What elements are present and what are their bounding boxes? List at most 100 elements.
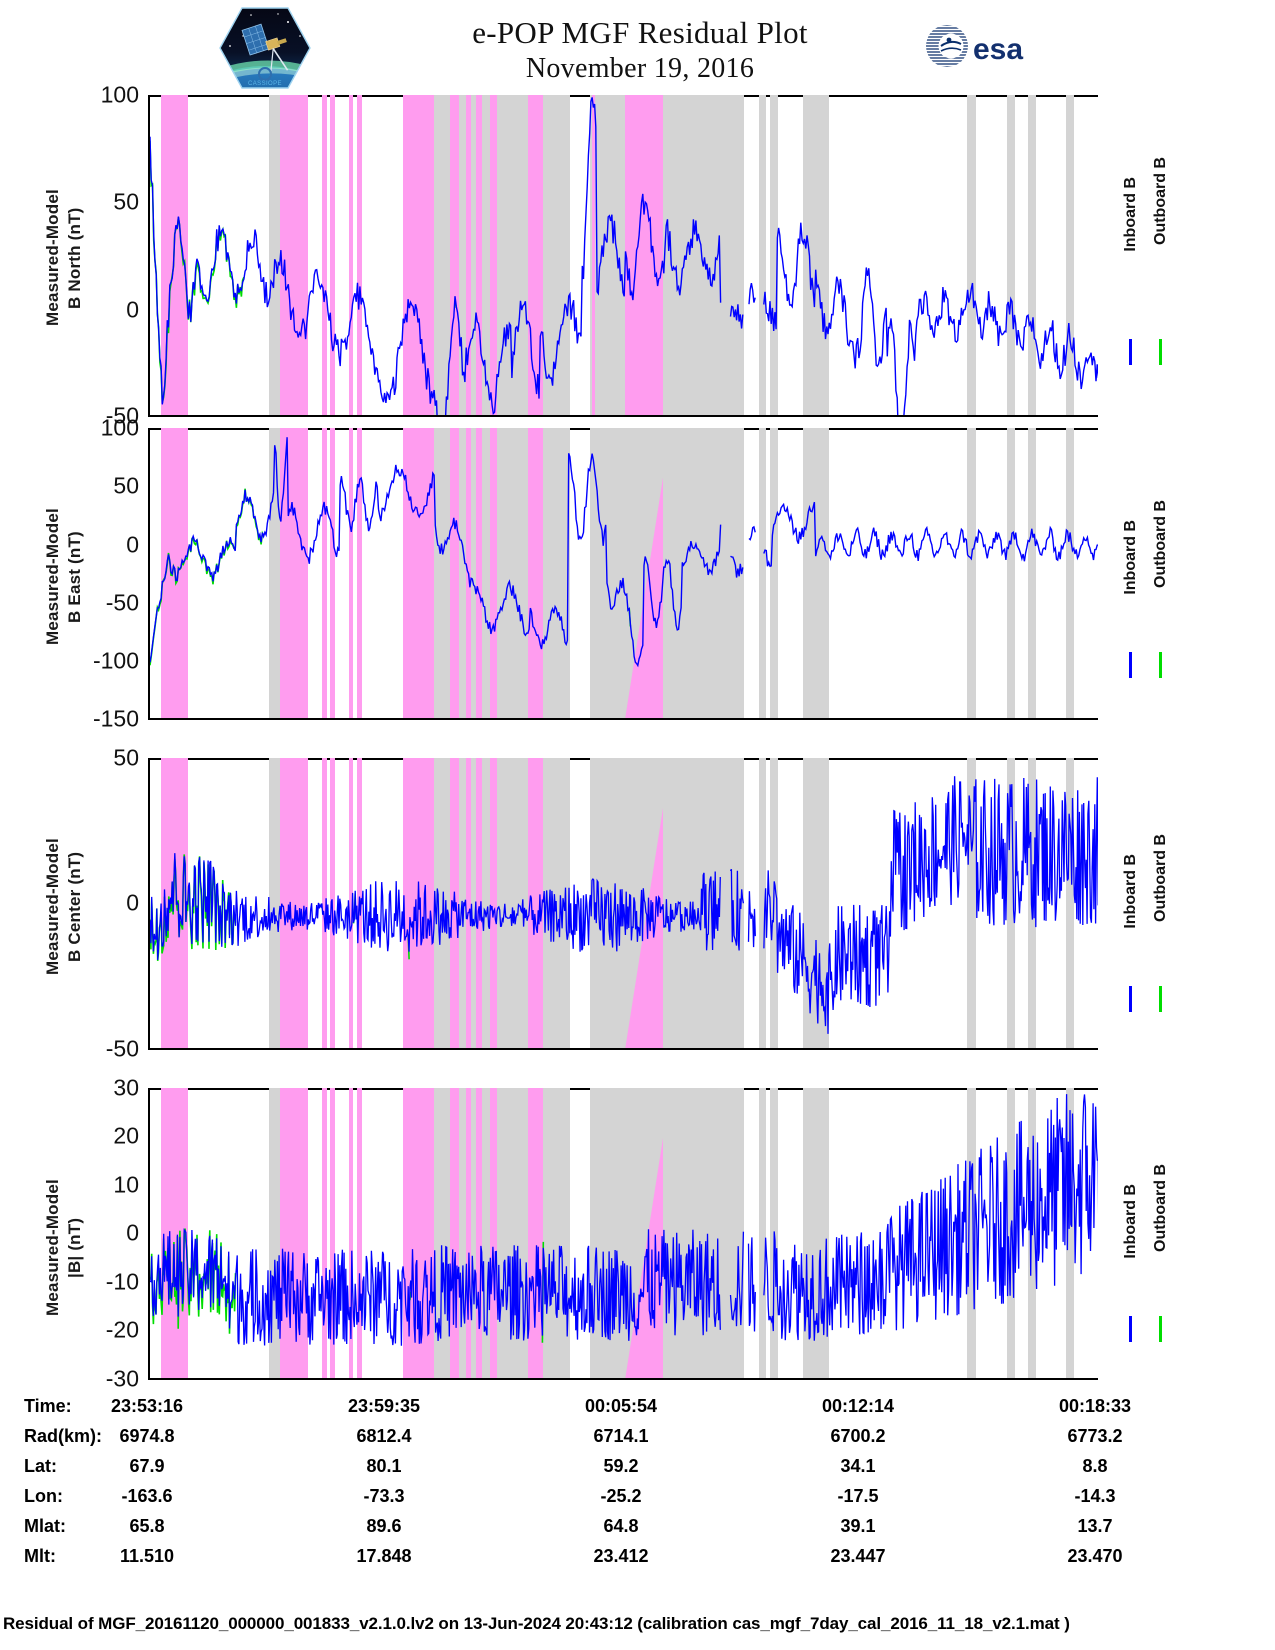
ytick-label: 50 [113,472,139,499]
shaded-band-pink [330,95,335,415]
trace-b-east [150,437,1098,668]
ephemeris-info-table: Time: 23:53:16 23:59:35 00:05:54 00:12:1… [0,1396,1275,1596]
info-row-mlt: Mlt: 11.510 17.848 23.412 23.447 23.470 [0,1546,1275,1574]
legend-label-outboard: Outboard B [1152,834,1169,922]
shaded-band-pink [430,758,434,1048]
shaded-band-pink [455,758,459,1048]
trace-b-center [150,776,1098,1034]
panel-b-east-ylabel: Measured-Model B East (nT) [43,508,84,646]
shaded-band-gray [590,1088,744,1378]
shaded-band-pink [357,428,362,718]
info-row-lon: Lon: -163.6 -73.3 -25.2 -17.5 -14.3 [0,1486,1275,1514]
svg-text:CASSIOPE: CASSIOPE [248,81,282,87]
shaded-band-gray [1066,1088,1074,1378]
shaded-band-gray [759,758,766,1048]
page-title: e-POP MGF Residual Plot November 19, 201… [340,14,940,86]
info-value-time: 00:18:33 [1058,1396,1132,1416]
shaded-band-pink [455,95,459,415]
shaded-band-pink [322,758,327,1048]
cassiope-mission-logo-icon: CASSIOPE [218,6,312,90]
info-value-lat: 59.2 [603,1456,639,1476]
shaded-band-pink [490,758,497,1048]
shaded-band-pink [476,758,482,1048]
info-value-time: 23:59:35 [347,1396,421,1416]
info-label-mlt: Mlt: [24,1546,56,1566]
shaded-band-gray [269,95,280,415]
trace-b-north [150,97,1098,415]
shaded-band-pink-wedge [625,478,663,718]
info-label-lat: Lat: [24,1456,57,1476]
ytick-label: 50 [113,744,139,771]
shaded-band-pink [490,95,497,415]
shaded-band-gray [967,1088,976,1378]
ytick-label: -50 [105,402,139,429]
shaded-band-pink [280,95,308,415]
shaded-band-pink [592,95,595,415]
info-value-lon: -25.2 [600,1486,642,1506]
shaded-band-pink [322,95,327,415]
shaded-band-gray [967,758,976,1048]
panel-b-center: Measured-Model B Center (nT) [43,745,1169,1062]
legend-label-outboard: Outboard B [1152,1164,1169,1252]
info-value-lon: -163.6 [121,1486,173,1506]
legend-b-east: Inboard B Outboard B [1110,428,1190,720]
trace-b-magnitude [150,1094,1098,1346]
shaded-band-pink [490,1088,497,1378]
panel-b-north: Measured-Model B North (nT) [43,82,1169,429]
shaded-band-gray [759,1088,766,1378]
info-value-time: 00:12:14 [821,1396,895,1416]
ytick-label: -20 [105,1316,139,1343]
info-value-rad: 6812.4 [356,1426,412,1446]
ytick-label: 50 [113,188,139,215]
info-value-mlt: 23.470 [1067,1546,1123,1566]
info-value-mlat: 64.8 [603,1516,639,1536]
title-main: e-POP MGF Residual Plot [472,15,808,50]
ytick-label: 0 [126,889,139,916]
legend-swatch-outboard [1159,652,1162,678]
info-value-rad: 6773.2 [1067,1426,1123,1446]
shaded-band-gray [269,758,280,1048]
legend-label-outboard: Outboard B [1152,500,1169,588]
shaded-band-gray [759,428,766,718]
legend-swatch-inboard [1129,652,1132,678]
shaded-band-gray [1066,95,1074,415]
shaded-band-pink [349,1088,353,1378]
info-value-rad: 6714.1 [593,1426,649,1446]
shaded-band-pink [466,95,471,415]
shaded-band-pink [403,428,430,718]
esa-agency-logo-icon: esa [925,22,1045,70]
shaded-band-pink [450,428,455,718]
shaded-band-gray [544,428,570,718]
shaded-band-pink [330,428,335,718]
legend-swatch-outboard [1159,339,1162,365]
shaded-band-gray [544,1088,570,1378]
info-value-lon: -14.3 [1074,1486,1116,1506]
panel-b-center-plot [148,758,1098,1050]
legend-label-outboard: Outboard B [1152,157,1169,245]
plot-header: CASSIOPE e-POP MGF Residual Plot Novembe… [0,0,1275,92]
shaded-band-gray [1007,95,1015,415]
legend-b-center: Inboard B Outboard B [1110,758,1190,1050]
shaded-band-pink [357,1088,362,1378]
panel-b-east: Measured-Model B East (nT) [43,415,1169,732]
shaded-band-pink [528,428,543,718]
info-value-mlt: 23.447 [830,1546,886,1566]
info-value-lat: 67.9 [129,1456,165,1476]
info-value-rad: 6974.8 [119,1426,175,1446]
shaded-band-pink [466,1088,471,1378]
info-value-mlt: 11.510 [119,1546,175,1566]
shaded-band-gray [544,95,570,415]
info-label-rad: Rad(km): [24,1426,103,1446]
shaded-band-pink [625,95,663,415]
shaded-band-pink-wedge [625,808,663,1048]
info-value-lon: -73.3 [363,1486,405,1506]
legend-swatch-inboard [1129,1316,1132,1342]
shaded-band-gray [590,428,744,718]
panel-b-east-plot [148,428,1098,720]
legend-b-north: Inboard B Outboard B [1110,95,1190,417]
ytick-label: 100 [100,414,139,441]
info-row-time: Time: 23:53:16 23:59:35 00:05:54 00:12:1… [0,1396,1275,1424]
info-value-lat: 34.1 [840,1456,876,1476]
shaded-band-pink [466,758,471,1048]
shaded-band-pink [330,1088,335,1378]
